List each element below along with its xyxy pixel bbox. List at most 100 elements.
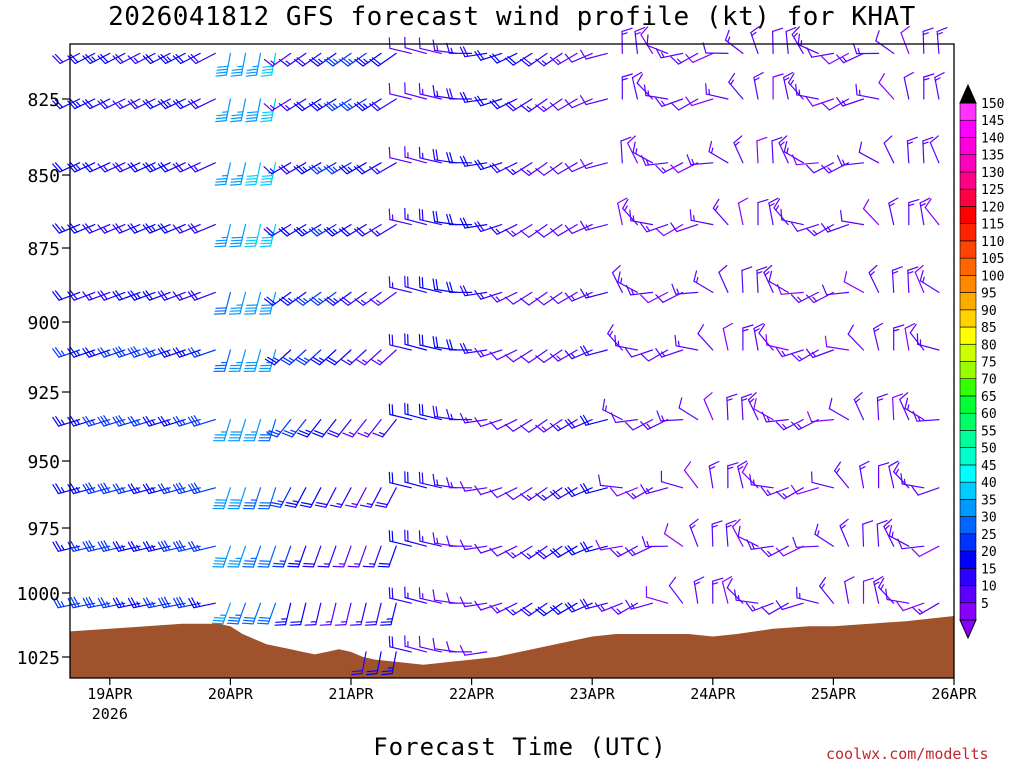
barb-shaft [272, 291, 292, 306]
barb-shaft [771, 140, 774, 164]
barb-shaft [310, 487, 322, 508]
barb-flag [625, 284, 632, 296]
barb-flag [55, 416, 63, 426]
barb-flag [243, 563, 255, 565]
barb-flag [52, 416, 60, 427]
credit-link[interactable]: coolwx.com/modelts [826, 745, 989, 763]
barb-shaft [692, 52, 714, 64]
barb-flag [388, 530, 391, 542]
barb-flag [215, 74, 227, 77]
barb-flag [118, 346, 126, 356]
barb-flag [782, 71, 794, 79]
barb-flag [806, 47, 813, 58]
wind-barb [685, 52, 714, 64]
barb-flag [602, 398, 606, 411]
barb-flag [907, 266, 919, 271]
barb-shaft [862, 523, 865, 547]
barb-half-flag [90, 419, 96, 425]
barb-half-flag [285, 60, 291, 65]
barb-half-flag [273, 357, 280, 362]
barb-shaft [663, 533, 684, 547]
barb-flag [891, 393, 904, 399]
barb-shaft [382, 419, 397, 438]
wind-barb [579, 220, 608, 231]
barb-shaft [725, 523, 729, 547]
wind-barb [244, 224, 262, 248]
wind-barb [712, 577, 724, 604]
barb-half-flag [103, 227, 108, 233]
barb-shaft [193, 487, 216, 495]
barb-flag [260, 119, 272, 123]
barb-flag [145, 290, 153, 300]
colorbar-cell [959, 395, 977, 414]
barb-half-flag [621, 77, 628, 81]
wind-barb [624, 545, 654, 557]
barb-flag [100, 99, 109, 108]
barb-half-flag [609, 330, 614, 337]
barb-shaft [302, 52, 322, 67]
barb-shaft [178, 487, 201, 495]
barb-shaft [163, 545, 186, 552]
wind-barb [597, 474, 623, 489]
barb-flag [230, 74, 243, 77]
barb-half-flag [693, 215, 695, 222]
barb-flag [836, 155, 843, 166]
barb-half-flag [709, 466, 716, 470]
barb-half-flag [166, 487, 171, 493]
barb-half-flag [869, 271, 875, 276]
wind-barb [82, 596, 111, 609]
barb-flag [388, 635, 391, 648]
barb-flag [446, 88, 451, 100]
barb-flag [97, 55, 106, 65]
barb-flag [246, 114, 258, 117]
barb-shaft [419, 344, 442, 351]
barb-shaft [193, 602, 216, 609]
barb-flag [231, 68, 244, 71]
wind-barb [771, 136, 783, 164]
wind-barb [404, 586, 427, 604]
wind-barb [299, 487, 322, 508]
barb-flag [69, 99, 79, 108]
barb-half-flag [903, 478, 906, 486]
barb-flag [145, 347, 153, 357]
wind-barb [355, 349, 382, 366]
wind-barb [862, 199, 880, 226]
colorbar-cell [959, 378, 977, 397]
barb-half-flag [285, 104, 291, 110]
barb-shaft [194, 162, 216, 173]
wind-barb [888, 460, 899, 489]
colorbar-cell [959, 171, 977, 190]
wind-barb [620, 136, 632, 164]
barb-flag [247, 111, 259, 114]
barb-flag [127, 224, 136, 234]
barb-half-flag [151, 487, 156, 493]
colorbar-label: 20 [981, 545, 997, 560]
barb-flag [449, 213, 454, 226]
barb-half-flag [752, 479, 755, 486]
wind-barb [919, 197, 931, 226]
barb-flag [278, 103, 288, 112]
wind-barb [242, 545, 262, 568]
barb-flag [297, 432, 308, 438]
barb-flag [893, 462, 900, 473]
barb-half-flag [436, 44, 439, 52]
barb-flag [52, 484, 60, 495]
barb-flag [432, 336, 436, 348]
wind-barb [388, 471, 412, 489]
barb-half-flag [660, 51, 665, 58]
barb-shaft [728, 81, 744, 100]
wind-barb [157, 483, 186, 495]
barb-flag [833, 461, 842, 472]
barb-half-flag [526, 494, 533, 500]
wind-barb [446, 641, 473, 653]
barb-flag [446, 42, 451, 54]
barb-shaft [876, 523, 880, 547]
barb-flag [67, 416, 75, 427]
barb-flag [262, 65, 274, 68]
barb-flag [446, 641, 451, 653]
barb-shaft [750, 545, 774, 550]
barb-flag [54, 347, 63, 357]
barb-flag [459, 412, 466, 424]
barb-shaft [883, 142, 895, 164]
barb-shaft [917, 487, 940, 496]
